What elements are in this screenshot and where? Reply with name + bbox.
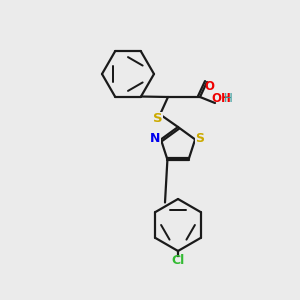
Text: OH: OH	[211, 92, 231, 106]
Text: S: S	[153, 112, 163, 125]
Text: N: N	[150, 132, 160, 145]
Text: Cl: Cl	[171, 254, 184, 268]
Text: O: O	[204, 80, 214, 94]
Text: S: S	[196, 132, 205, 145]
Text: H: H	[224, 92, 232, 106]
